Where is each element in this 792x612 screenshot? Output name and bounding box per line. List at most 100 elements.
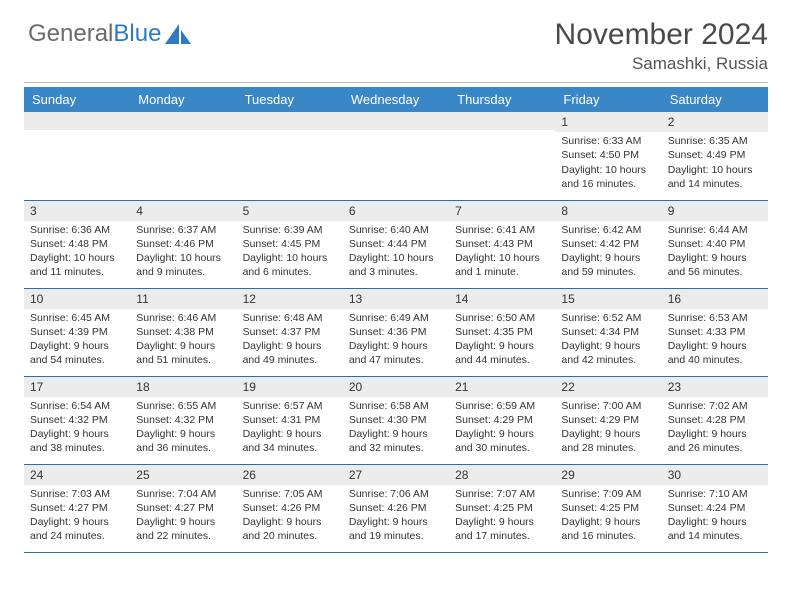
calendar-week-row: 17Sunrise: 6:54 AMSunset: 4:32 PMDayligh… [24,376,768,464]
calendar-day-cell: 24Sunrise: 7:03 AMSunset: 4:27 PMDayligh… [24,464,130,552]
day-info-line: Sunrise: 7:10 AM [668,487,762,501]
day-number: 29 [555,465,661,485]
day-info-line: Sunset: 4:35 PM [455,325,549,339]
day-body: Sunrise: 6:37 AMSunset: 4:46 PMDaylight:… [130,221,236,284]
day-info-line: Sunrise: 6:58 AM [349,399,443,413]
day-info-line: Sunrise: 6:42 AM [561,223,655,237]
day-info-line: Daylight: 9 hours and 32 minutes. [349,427,443,455]
logo: GeneralBlue [28,20,191,48]
calendar-day-cell: 21Sunrise: 6:59 AMSunset: 4:29 PMDayligh… [449,376,555,464]
day-info-line: Sunset: 4:32 PM [136,413,230,427]
day-info-line: Daylight: 9 hours and 54 minutes. [30,339,124,367]
day-info-line: Daylight: 9 hours and 17 minutes. [455,515,549,543]
day-number [24,112,130,130]
day-info-line: Sunrise: 6:41 AM [455,223,549,237]
day-info-line: Sunset: 4:36 PM [349,325,443,339]
day-number [343,112,449,130]
day-info-line: Daylight: 9 hours and 19 minutes. [349,515,443,543]
day-info-line: Sunrise: 6:40 AM [349,223,443,237]
day-body: Sunrise: 6:59 AMSunset: 4:29 PMDaylight:… [449,397,555,460]
day-number: 19 [237,377,343,397]
day-number: 3 [24,201,130,221]
day-info-line: Daylight: 9 hours and 22 minutes. [136,515,230,543]
day-number: 2 [662,112,768,132]
day-info-line: Sunset: 4:38 PM [136,325,230,339]
day-info-line: Sunset: 4:43 PM [455,237,549,251]
day-body: Sunrise: 7:10 AMSunset: 4:24 PMDaylight:… [662,485,768,548]
day-number: 12 [237,289,343,309]
day-info-line: Daylight: 9 hours and 26 minutes. [668,427,762,455]
logo-text-gray: General [28,20,113,48]
day-number: 23 [662,377,768,397]
day-info-line: Daylight: 10 hours and 6 minutes. [243,251,337,279]
day-info-line: Sunrise: 6:44 AM [668,223,762,237]
day-number: 13 [343,289,449,309]
day-info-line: Sunset: 4:26 PM [349,501,443,515]
day-info-line: Daylight: 10 hours and 3 minutes. [349,251,443,279]
day-body: Sunrise: 6:58 AMSunset: 4:30 PMDaylight:… [343,397,449,460]
calendar-day-cell: 3Sunrise: 6:36 AMSunset: 4:48 PMDaylight… [24,200,130,288]
day-number: 5 [237,201,343,221]
calendar-day-cell: 18Sunrise: 6:55 AMSunset: 4:32 PMDayligh… [130,376,236,464]
day-body: Sunrise: 6:33 AMSunset: 4:50 PMDaylight:… [555,132,661,195]
day-body: Sunrise: 7:07 AMSunset: 4:25 PMDaylight:… [449,485,555,548]
day-body: Sunrise: 7:00 AMSunset: 4:29 PMDaylight:… [555,397,661,460]
day-number: 11 [130,289,236,309]
day-info-line: Sunrise: 6:36 AM [30,223,124,237]
day-number: 18 [130,377,236,397]
day-info-line: Sunrise: 7:09 AM [561,487,655,501]
calendar-week-row: 1Sunrise: 6:33 AMSunset: 4:50 PMDaylight… [24,112,768,200]
day-info-line: Sunset: 4:31 PM [243,413,337,427]
calendar-day-cell: 9Sunrise: 6:44 AMSunset: 4:40 PMDaylight… [662,200,768,288]
weekday-header-row: Sunday Monday Tuesday Wednesday Thursday… [24,87,768,112]
day-number: 21 [449,377,555,397]
day-number: 1 [555,112,661,132]
day-info-line: Sunrise: 7:07 AM [455,487,549,501]
day-info-line: Daylight: 9 hours and 34 minutes. [243,427,337,455]
calendar-day-cell: 14Sunrise: 6:50 AMSunset: 4:35 PMDayligh… [449,288,555,376]
logo-text-blue: Blue [113,20,161,48]
day-info-line: Daylight: 10 hours and 1 minute. [455,251,549,279]
day-number [449,112,555,130]
day-info-line: Daylight: 9 hours and 40 minutes. [668,339,762,367]
calendar-day-cell [24,112,130,200]
day-info-line: Sunset: 4:29 PM [561,413,655,427]
weekday-header: Sunday [24,87,130,112]
day-info-line: Sunrise: 6:39 AM [243,223,337,237]
day-number: 20 [343,377,449,397]
day-number: 22 [555,377,661,397]
day-info-line: Sunset: 4:34 PM [561,325,655,339]
weekday-header: Tuesday [237,87,343,112]
day-info-line: Sunrise: 6:55 AM [136,399,230,413]
day-info-line: Sunset: 4:25 PM [455,501,549,515]
day-info-line: Sunset: 4:29 PM [455,413,549,427]
day-body: Sunrise: 6:45 AMSunset: 4:39 PMDaylight:… [24,309,130,372]
day-info-line: Daylight: 9 hours and 51 minutes. [136,339,230,367]
day-body: Sunrise: 6:36 AMSunset: 4:48 PMDaylight:… [24,221,130,284]
day-body: Sunrise: 6:48 AMSunset: 4:37 PMDaylight:… [237,309,343,372]
day-info-line: Daylight: 9 hours and 47 minutes. [349,339,443,367]
day-info-line: Sunset: 4:49 PM [668,148,762,162]
calendar-day-cell [130,112,236,200]
day-body: Sunrise: 6:41 AMSunset: 4:43 PMDaylight:… [449,221,555,284]
day-body: Sunrise: 6:55 AMSunset: 4:32 PMDaylight:… [130,397,236,460]
day-info-line: Daylight: 10 hours and 14 minutes. [668,163,762,191]
day-number: 9 [662,201,768,221]
calendar-body: 1Sunrise: 6:33 AMSunset: 4:50 PMDaylight… [24,112,768,552]
day-info-line: Sunrise: 6:45 AM [30,311,124,325]
day-info-line: Sunrise: 6:35 AM [668,134,762,148]
day-info-line: Sunrise: 6:53 AM [668,311,762,325]
day-info-line: Daylight: 9 hours and 14 minutes. [668,515,762,543]
calendar-day-cell: 19Sunrise: 6:57 AMSunset: 4:31 PMDayligh… [237,376,343,464]
day-info-line: Sunset: 4:48 PM [30,237,124,251]
day-info-line: Daylight: 9 hours and 56 minutes. [668,251,762,279]
day-info-line: Daylight: 9 hours and 38 minutes. [30,427,124,455]
day-info-line: Sunrise: 6:54 AM [30,399,124,413]
day-info-line: Sunset: 4:32 PM [30,413,124,427]
day-body: Sunrise: 7:02 AMSunset: 4:28 PMDaylight:… [662,397,768,460]
day-body: Sunrise: 7:06 AMSunset: 4:26 PMDaylight:… [343,485,449,548]
day-number: 17 [24,377,130,397]
calendar-day-cell: 20Sunrise: 6:58 AMSunset: 4:30 PMDayligh… [343,376,449,464]
calendar-day-cell: 26Sunrise: 7:05 AMSunset: 4:26 PMDayligh… [237,464,343,552]
day-info-line: Sunset: 4:25 PM [561,501,655,515]
